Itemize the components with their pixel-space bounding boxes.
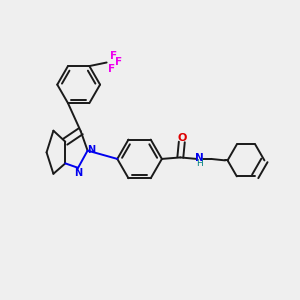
Text: N: N — [75, 168, 83, 178]
Text: F: F — [108, 64, 116, 74]
Text: O: O — [177, 133, 187, 143]
Text: H: H — [196, 159, 203, 168]
Text: F: F — [115, 57, 122, 67]
Text: F: F — [110, 51, 117, 61]
Text: N: N — [87, 145, 95, 155]
Text: N: N — [195, 153, 204, 163]
